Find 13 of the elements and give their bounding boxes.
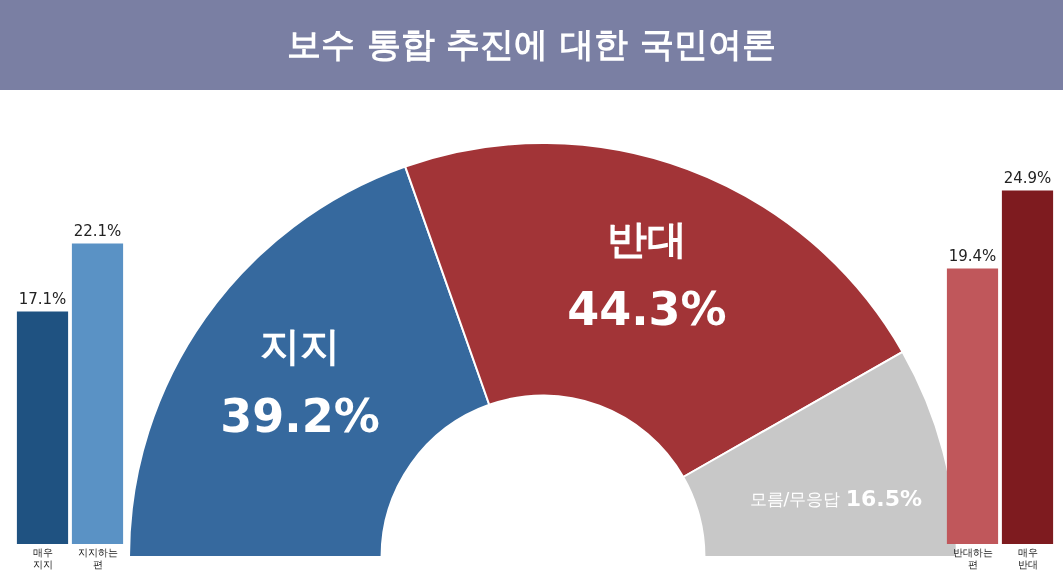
slice-label: 지지 <box>259 323 340 370</box>
data-label: 24.9% <box>1003 168 1052 187</box>
x-tick-label: 지지하는 편 <box>77 546 118 570</box>
x-tick-label: 매우 지지 <box>32 546 53 570</box>
data-label: 39.2% <box>220 388 380 443</box>
x-tick-label: 매우 반대 <box>1017 546 1038 570</box>
chart-title: 보수 통합 추진에 대한 국민여론 <box>0 0 1063 90</box>
data-label: 17.1% <box>18 289 67 308</box>
slice-label: 반대 <box>606 216 687 263</box>
data-label: 22.1% <box>73 221 122 240</box>
data-label: 44.3% <box>567 281 727 336</box>
data-label: 19.4% <box>948 246 997 265</box>
x-tick-label: 반대하는 편 <box>952 546 993 570</box>
